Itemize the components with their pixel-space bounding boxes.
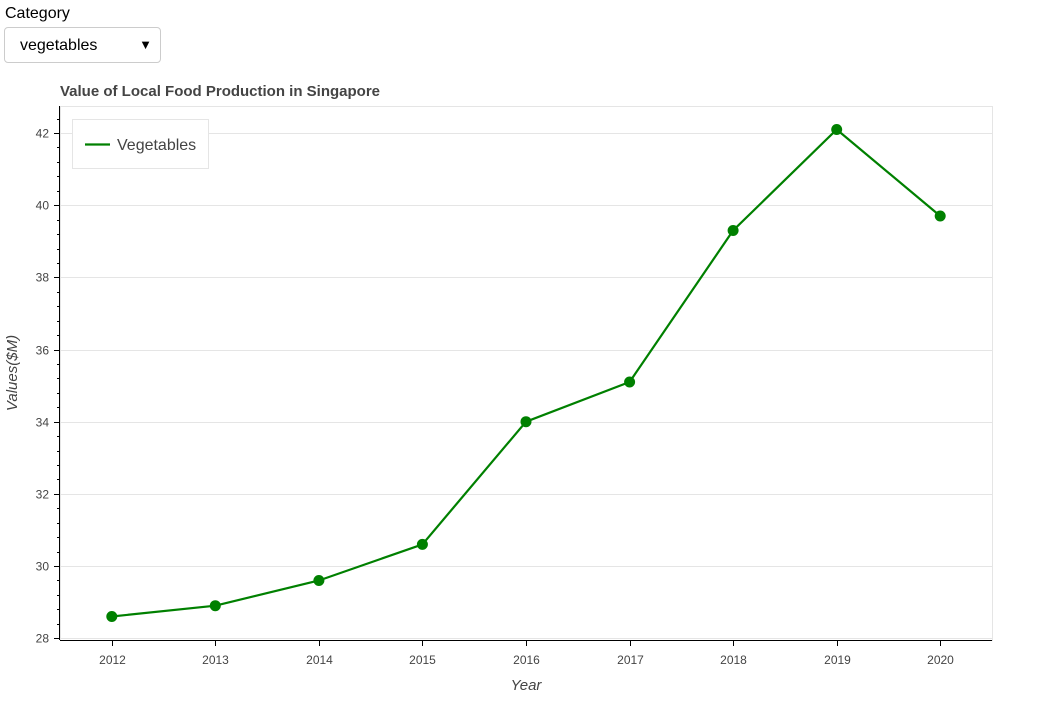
data-point	[624, 376, 636, 388]
y-tick-label: 42	[36, 127, 50, 141]
y-tick-label: 40	[36, 199, 50, 213]
chart-title: Value of Local Food Production in Singap…	[60, 83, 380, 100]
data-point	[520, 416, 532, 428]
y-axis-label: Values($M)	[4, 335, 21, 411]
series-line	[111, 128, 941, 618]
y-tick-label: 28	[36, 632, 50, 646]
y-tick-label: 36	[36, 344, 50, 358]
grid-lines	[60, 133, 992, 639]
x-tick-label: 2013	[202, 653, 229, 667]
x-tick-label: 2014	[306, 653, 333, 667]
y-tick-label: 38	[36, 271, 50, 285]
data-point	[313, 575, 325, 586]
axes: 28 30 32 34 36 38 40 42 2012 2013 2014 2015 2016 2017…	[36, 106, 992, 667]
data-point	[831, 124, 843, 135]
data-point	[106, 611, 118, 622]
y-tick-label: 32	[36, 488, 50, 502]
x-tick-label: 2020	[927, 653, 954, 667]
x-tick-label: 2017	[617, 653, 644, 667]
x-axis-label: Year	[511, 677, 543, 694]
data-point	[416, 538, 428, 550]
x-tick-label: 2019	[824, 653, 851, 667]
x-tick-label: 2016	[513, 653, 540, 667]
plot-frame	[60, 106, 993, 641]
x-tick-label: 2018	[720, 653, 747, 667]
legend[interactable]: Vegetables	[72, 119, 209, 169]
data-point	[727, 225, 739, 236]
series-vegetables	[106, 124, 946, 622]
legend-item-label: Vegetables	[117, 137, 196, 154]
chevron-down-icon: ▼	[139, 37, 152, 52]
category-select[interactable]: vegetables ▼	[4, 27, 161, 63]
x-tick-label: 2012	[99, 653, 126, 667]
category-select-value: vegetables	[20, 37, 98, 54]
data-point	[209, 600, 221, 612]
category-label: Category	[5, 5, 70, 22]
y-tick-label: 34	[36, 416, 50, 430]
y-tick-label: 30	[36, 560, 50, 574]
x-tick-label: 2015	[409, 653, 436, 667]
data-point	[934, 210, 946, 222]
